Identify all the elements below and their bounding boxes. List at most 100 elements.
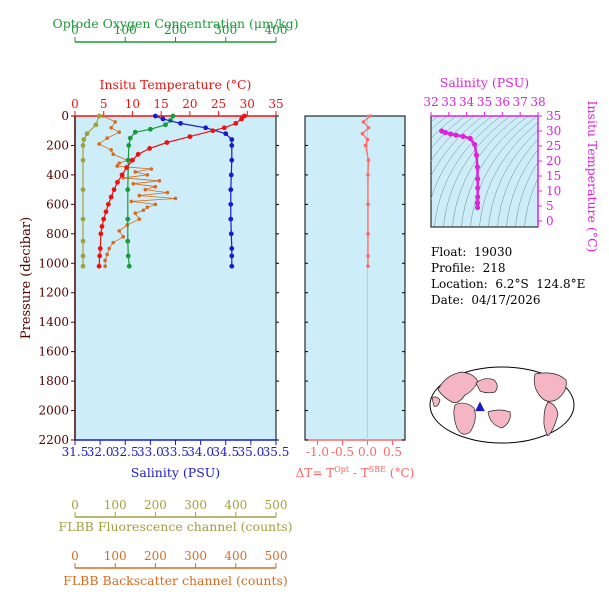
- pressure-tick-label: 1800: [38, 374, 69, 388]
- temperature-point: [103, 209, 109, 215]
- temperature-tick-label: 10: [125, 97, 140, 111]
- ts-point: [442, 129, 448, 136]
- salinity-tick-label: 32.0: [87, 445, 114, 459]
- fluorescence-tick-label: 0: [71, 498, 79, 512]
- pressure-tick-label: 1200: [38, 286, 69, 300]
- oxygen-point: [132, 129, 138, 135]
- ts-point: [453, 132, 459, 138]
- oxygen-point: [163, 122, 168, 128]
- ts-point: [472, 141, 478, 148]
- oxygen-tick-label: 400: [265, 23, 288, 37]
- salinity-point: [153, 113, 158, 119]
- delta-t-tick-label: 0.0: [358, 445, 377, 459]
- salinity-tick-label: 35.0: [238, 445, 265, 459]
- density-contour: [431, 116, 484, 177]
- map-landmass: [437, 371, 479, 404]
- ts-x-tick-label: 34: [459, 95, 475, 109]
- backscatter-point: [113, 120, 117, 124]
- density-contour: [488, 130, 538, 227]
- delta-t-point: [366, 158, 371, 162]
- delta-t-axis-label: ΔT= TOpt - TSBE (°C): [296, 465, 415, 480]
- ts-title: Salinity (PSU): [440, 75, 529, 90]
- backscatter-point: [103, 264, 107, 269]
- delta-t-plot-area: [304, 115, 406, 441]
- fluorescence-point: [96, 113, 102, 119]
- pressure-tick-label: 2000: [38, 404, 69, 418]
- temperature-tick-label: 0: [71, 97, 79, 111]
- oxygen-tick-label: 300: [214, 23, 237, 37]
- oxygen-point: [125, 216, 131, 222]
- salinity-point: [228, 172, 234, 178]
- backscatter-point: [109, 148, 113, 152]
- delta-t-point: [366, 173, 370, 177]
- backscatter-point: [129, 199, 134, 204]
- temperature-point: [97, 246, 103, 251]
- float-location: Location: 6.2°S 124.8°E: [431, 277, 586, 291]
- oxygen-point: [125, 157, 131, 163]
- backscatter-tick-label: 0: [71, 549, 79, 563]
- oxygen-axis-label: Optode Oxygen Concentration (μm/kg): [52, 16, 298, 31]
- ts-point: [467, 135, 473, 142]
- delta-t-point: [360, 131, 365, 136]
- temperature-axis-label: Insitu Temperature (°C): [100, 77, 252, 92]
- temperature-point: [124, 165, 130, 170]
- fluorescence-tick-label: 300: [184, 498, 207, 512]
- temperature-tick-label: 30: [240, 97, 255, 111]
- temperature-point: [242, 113, 247, 119]
- backscatter-tick-label: 500: [265, 549, 288, 563]
- density-contour: [461, 116, 529, 227]
- pressure-tick-label: 200: [46, 138, 69, 152]
- pressure-tick-label: 0: [61, 109, 69, 123]
- delta-t-point: [366, 232, 370, 236]
- density-contour: [470, 116, 538, 227]
- delta-t-label-part: (°C): [386, 466, 414, 480]
- ts-y-tick-label: 20: [546, 154, 561, 168]
- pressure-tick-label: 600: [46, 197, 69, 211]
- fluorescence-axis-label: FLBB Fluorescence channel (counts): [59, 519, 293, 534]
- temperature-point: [96, 263, 102, 269]
- density-contour: [506, 149, 538, 227]
- backscatter-point: [109, 125, 113, 130]
- delta-t-point: [368, 114, 372, 118]
- profile-date: Date: 04/17/2026: [431, 293, 541, 307]
- ts-x-tick-label: 37: [513, 95, 528, 109]
- density-contour: [431, 116, 493, 200]
- salinity-tick-label: 34.5: [212, 445, 239, 459]
- temperature-tick-label: 15: [154, 97, 169, 111]
- backscatter-point: [115, 164, 120, 168]
- ts-density-contours: [431, 116, 538, 227]
- backscatter-point: [173, 196, 178, 201]
- backscatter-point: [153, 184, 158, 189]
- salinity-point: [228, 216, 234, 222]
- density-contour: [515, 161, 538, 227]
- ts-y-tick-label: 30: [546, 124, 561, 138]
- temperature-point: [119, 172, 125, 178]
- salinity-point: [229, 143, 235, 148]
- fluorescence-tick-label: 400: [224, 498, 247, 512]
- delta-t-point: [366, 202, 370, 207]
- ts-y-tick-label: 35: [546, 109, 561, 123]
- map-landmass: [487, 409, 511, 429]
- backscatter-point: [137, 217, 142, 221]
- map-landmass: [533, 372, 567, 402]
- temperature-tick-label: 20: [182, 97, 197, 111]
- world-map: [429, 366, 575, 444]
- delta-t-label-part: Opt: [334, 465, 350, 474]
- salinity-point: [160, 116, 166, 122]
- backscatter-point: [149, 167, 154, 171]
- main-plot-area: [74, 115, 277, 441]
- oxygen-tick-label: 200: [164, 23, 187, 37]
- salinity-point: [229, 263, 235, 269]
- salinity-point: [229, 137, 235, 142]
- density-contour: [431, 116, 475, 162]
- backscatter-point: [101, 114, 105, 118]
- delta-t-point: [363, 143, 368, 148]
- temperature-point: [233, 120, 239, 126]
- delta-t-point: [365, 137, 370, 142]
- ts-point: [473, 152, 480, 158]
- salinity-tick-label: 34.0: [187, 445, 214, 459]
- oxygen-point: [127, 135, 133, 141]
- oxygen-point: [170, 113, 176, 119]
- temperature-point: [98, 231, 104, 237]
- ts-point: [448, 131, 454, 137]
